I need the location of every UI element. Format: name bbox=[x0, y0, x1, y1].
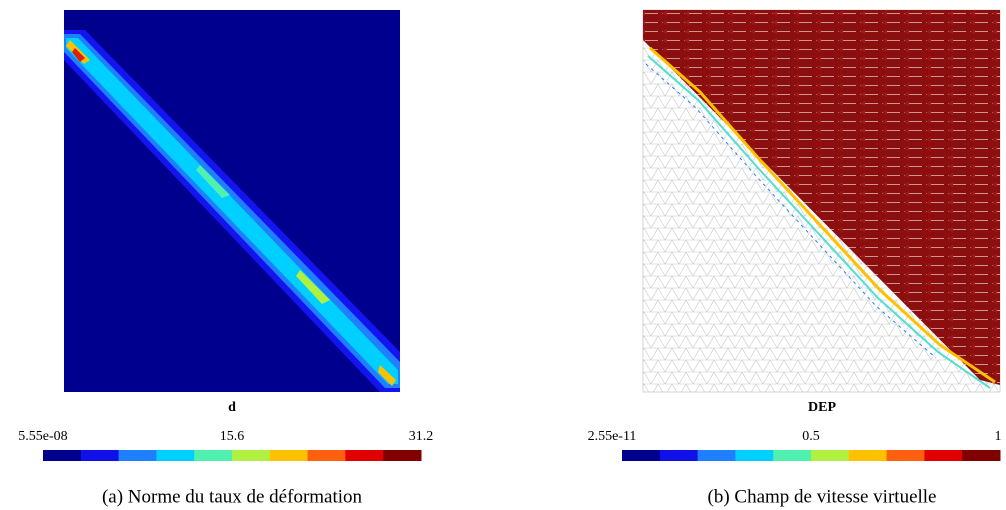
colorbar-swatch bbox=[735, 450, 774, 461]
colorbar-max: 31.2 bbox=[409, 429, 434, 444]
colorbar-swatch bbox=[194, 450, 233, 461]
colorbar-min: 2.55e-11 bbox=[588, 429, 637, 444]
colorbar-swatch bbox=[924, 450, 963, 461]
colorbar-swatch bbox=[383, 450, 422, 461]
colorbar-mid: 0.5 bbox=[802, 429, 820, 444]
colorbar-swatch bbox=[659, 450, 699, 461]
colorbar-swatch bbox=[962, 450, 1001, 461]
colorbar-swatch bbox=[118, 450, 157, 461]
colorbar-swatch bbox=[156, 450, 195, 461]
panel-b: DEP 2.55e-11 0.5 1 (b) Champ de vitesse … bbox=[588, 9, 1002, 507]
colorbar-swatch bbox=[773, 450, 812, 461]
transition-arrows bbox=[647, 55, 991, 389]
colorbar-swatch bbox=[697, 450, 736, 461]
colorbar-swatch bbox=[43, 450, 82, 461]
colorbar-swatch bbox=[307, 450, 346, 461]
colorbar-swatch bbox=[80, 450, 120, 461]
caption: (b) Champ de vitesse virtuelle bbox=[708, 486, 937, 507]
panel-a: d 5.55e-08 15.6 31.2 (a) Norme du taux d… bbox=[18, 10, 433, 507]
colorbar-swatch bbox=[886, 450, 925, 461]
field-label: d bbox=[228, 400, 236, 415]
hot-spot bbox=[296, 270, 330, 304]
colorbar-swatch bbox=[232, 450, 271, 461]
colorbar-swatch bbox=[269, 450, 309, 461]
vector-field bbox=[643, 10, 1000, 385]
colorbar-swatch bbox=[848, 450, 888, 461]
colorbar-swatch bbox=[345, 450, 384, 461]
band-inner bbox=[66, 38, 398, 384]
hot-spot bbox=[196, 165, 230, 198]
hot-spot bbox=[378, 365, 396, 386]
colorbar-swatch bbox=[622, 450, 661, 461]
colorbar bbox=[43, 450, 422, 461]
colorbar-mid: 15.6 bbox=[220, 429, 245, 444]
hot-spot bbox=[72, 48, 85, 62]
caption: (a) Norme du taux de déformation bbox=[102, 486, 363, 507]
colorbar bbox=[622, 450, 1001, 461]
field-label: DEP bbox=[808, 400, 836, 415]
transition-arrows bbox=[649, 46, 996, 384]
colorbar-min: 5.55e-08 bbox=[18, 429, 67, 444]
colorbar-swatch bbox=[811, 450, 850, 461]
colorbar-max: 1 bbox=[995, 429, 1002, 444]
